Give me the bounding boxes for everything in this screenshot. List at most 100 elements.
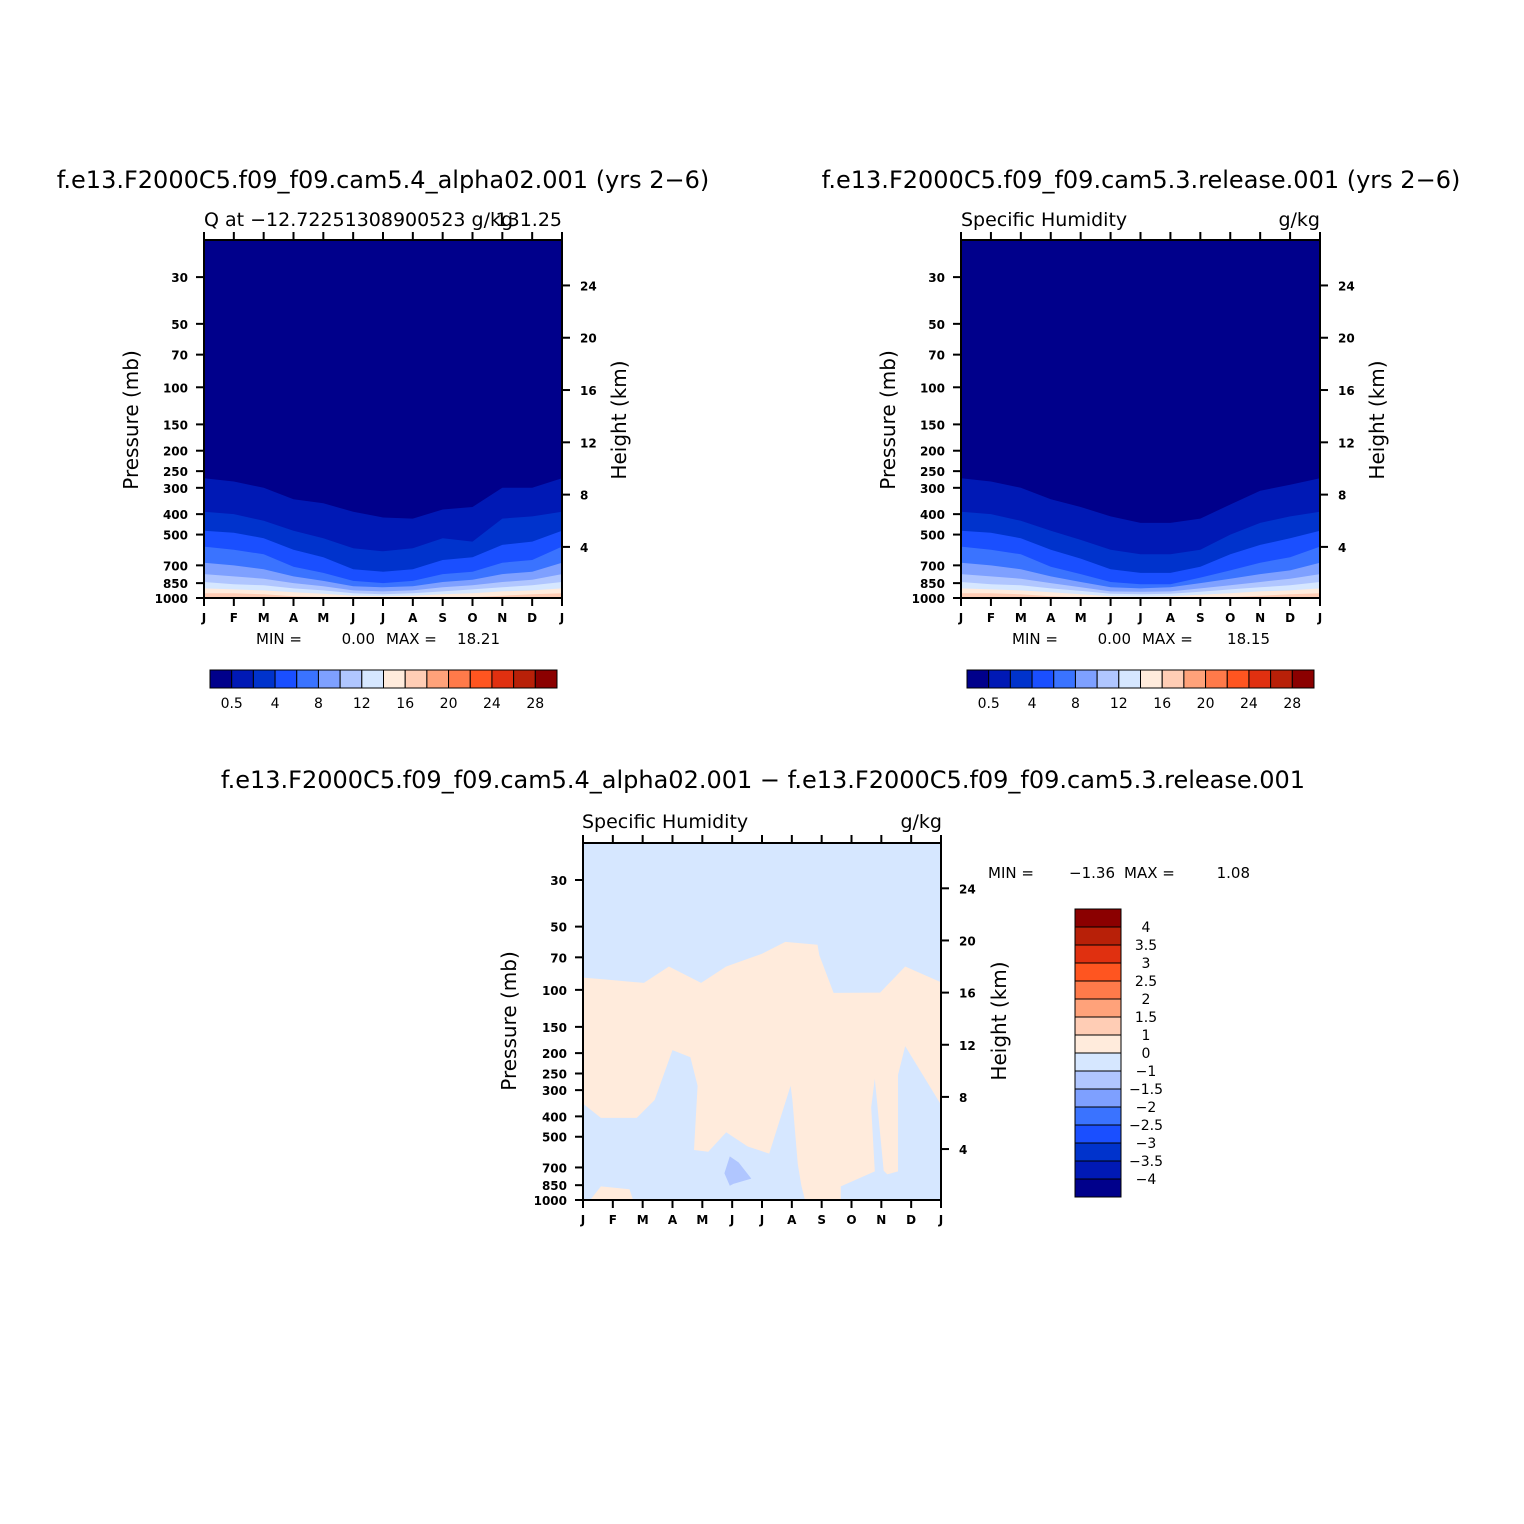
panel3-ytick-label: 100 [542, 984, 567, 998]
panel1-contour-plot: J F M A M J J A S O N D J 30 50 70 100 150 200 250 300 400 500… [155, 232, 597, 625]
panel1-ytick-label: 150 [163, 418, 188, 432]
panel3-colorbar-box [1074, 962, 1122, 982]
panel3-ytick-label: 400 [542, 1110, 567, 1124]
panel2-min-label: MIN = [1012, 630, 1058, 648]
panel1-ylabel-right: Height (km) [607, 360, 631, 479]
panel1-ytick-label: 50 [171, 318, 188, 332]
panel2-ytick-label: 100 [920, 381, 945, 395]
panel2-colorbar-label: 0.5 [978, 696, 1000, 712]
panel2-ytick-right-label: 4 [1338, 541, 1346, 555]
panel3-ytick-label: 250 [542, 1067, 567, 1081]
panel3-xtick-label: A [668, 1213, 678, 1227]
panel3-ytick-label: 200 [542, 1047, 567, 1061]
panel1-colorbar: 0.5 4 8 12 16 20 24 28 [209, 669, 558, 712]
panel3-max-label: MAX = [1124, 864, 1175, 882]
panel2-colorbar-box [1183, 669, 1207, 689]
panel3-ytick-right-label: 24 [959, 882, 976, 896]
panel1-colorbar-box [296, 669, 319, 689]
panel3-minmax: MIN = −1.36 MAX = 1.08 [988, 864, 1250, 882]
panel1-ytick-label: 500 [163, 529, 188, 543]
panel3-colorbar-box [1074, 998, 1122, 1018]
panel2-colorbar-box [1161, 669, 1185, 689]
panel2-ytick-right-label: 8 [1338, 489, 1346, 503]
panel3-colorbar-box [1074, 1052, 1122, 1072]
panel1-xtick-label: M [317, 611, 329, 625]
panel3-title: f.e13.F2000C5.f09_f09.cam5.4_alpha02.001… [221, 766, 1305, 794]
panel2-colorbar-box [1248, 669, 1272, 689]
panel2-xtick-label: A [1046, 611, 1056, 625]
panel1-ytick-right-label: 20 [580, 332, 597, 346]
panel1-ylabel: Pressure (mb) [119, 350, 143, 490]
panel2-ytick-label: 70 [928, 349, 945, 363]
panel3-colorbar: 4 3.5 3 2.5 2 1.5 1 0 −1 −1.5 −2 −2.5 −3 −3.5 −4 [1074, 908, 1163, 1198]
panel2-colorbar-label: 20 [1197, 696, 1215, 712]
panel2-colorbar-box [1205, 669, 1228, 689]
panel3-xtick-label: F [609, 1213, 617, 1227]
panel3-xtick-label: N [876, 1213, 886, 1227]
panel3-ytick-right-label: 20 [959, 934, 976, 948]
panel3-colorbar-label: −4 [1136, 1172, 1157, 1188]
panel1-colorbar-label: 16 [396, 696, 414, 712]
panel3-xtick-label: M [637, 1213, 649, 1227]
panel1-ytick-label: 100 [163, 381, 188, 395]
panel1-colorbar-box [513, 669, 536, 689]
panel2-xtick-label: M [1015, 611, 1027, 625]
panel2-ytick-label: 200 [920, 445, 945, 459]
panel2-ytick-right-label: 16 [1338, 384, 1355, 398]
panel3-xtick-label: J [938, 1213, 943, 1227]
panel3-ytick-label: 150 [542, 1021, 567, 1035]
panel3-colorbar-label: −2 [1136, 1100, 1157, 1116]
panel3-colorbar-label: −3.5 [1129, 1154, 1163, 1170]
panel1-colorbar-box [209, 669, 233, 689]
panel3-colorbar-label: −1 [1136, 1064, 1157, 1080]
panel3-colorbar-label: −1.5 [1129, 1082, 1163, 1098]
panel1-colorbar-box [252, 669, 276, 689]
panel3-colorbar-label: 0 [1142, 1046, 1151, 1062]
panel1-ytick-label: 1000 [155, 592, 188, 606]
panel1-colorbar-box [317, 669, 341, 689]
panel3-colorbar-label: −2.5 [1129, 1118, 1163, 1134]
panel1-xtick-label: D [527, 611, 537, 625]
panel2-colorbar-box [1053, 669, 1076, 689]
panel1-ytick-right-label: 24 [580, 279, 597, 293]
panel-alpha02: f.e13.F2000C5.f09_f09.cam5.4_alpha02.001… [57, 166, 710, 712]
panel2-ytick-label: 700 [920, 559, 945, 573]
panel2-colorbar-box [1291, 669, 1315, 689]
panel1-colorbar-box [361, 669, 384, 689]
panel3-xtick-label: J [729, 1213, 734, 1227]
panel3-colorbar-box [1074, 1034, 1122, 1054]
panel1-colorbar-box [274, 669, 298, 689]
panel2-colorbar-box [1031, 669, 1055, 689]
panel2-colorbar-label: 4 [1028, 696, 1037, 712]
panel1-xtick-label: J [350, 611, 355, 625]
panel2-colorbar-box [1226, 669, 1250, 689]
panel3-max-value: 1.08 [1217, 864, 1250, 882]
panel3-ytick-label: 500 [542, 1131, 567, 1145]
panel1-ytick-right-label: 12 [580, 436, 597, 450]
panel2-title: f.e13.F2000C5.f09_f09.cam5.3.release.001… [822, 166, 1461, 194]
panel2-xtick-label: F [987, 611, 995, 625]
panel1-contour-band-9 [204, 593, 562, 598]
panel3-xtick-label: A [787, 1213, 797, 1227]
panel3-colorbar-box [1074, 1088, 1122, 1108]
panel3-colorbar-box [1074, 1070, 1122, 1090]
panel3-colorbar-label: 3.5 [1135, 938, 1157, 954]
panel1-ytick-label: 400 [163, 508, 188, 522]
panel1-minmax: MIN = 0.00 MAX = 18.21 [256, 630, 500, 648]
panel3-ytick-label: 30 [550, 874, 567, 888]
panel1-ytick-label: 250 [163, 465, 188, 479]
panel2-max-label: MAX = [1142, 630, 1193, 648]
panel1-xtick-label: M [258, 611, 270, 625]
panel1-colorbar-box [491, 669, 515, 689]
panel3-xtick-label: J [580, 1213, 585, 1227]
panel2-xtick-label: J [958, 611, 963, 625]
panel2-ytick-label: 250 [920, 465, 945, 479]
panel3-fill-negative-blob [724, 1156, 752, 1186]
panel3-fill-positive-corner [590, 1186, 634, 1200]
panel3-colorbar-label: 1 [1142, 1028, 1151, 1044]
panel2-ytick-right-label: 24 [1338, 279, 1355, 293]
panel2-min-value: 0.00 [1098, 630, 1131, 648]
panel3-subtitle-right: g/kg [900, 811, 942, 833]
panel1-min-label: MIN = [256, 630, 302, 648]
panel1-colorbar-box [339, 669, 363, 689]
